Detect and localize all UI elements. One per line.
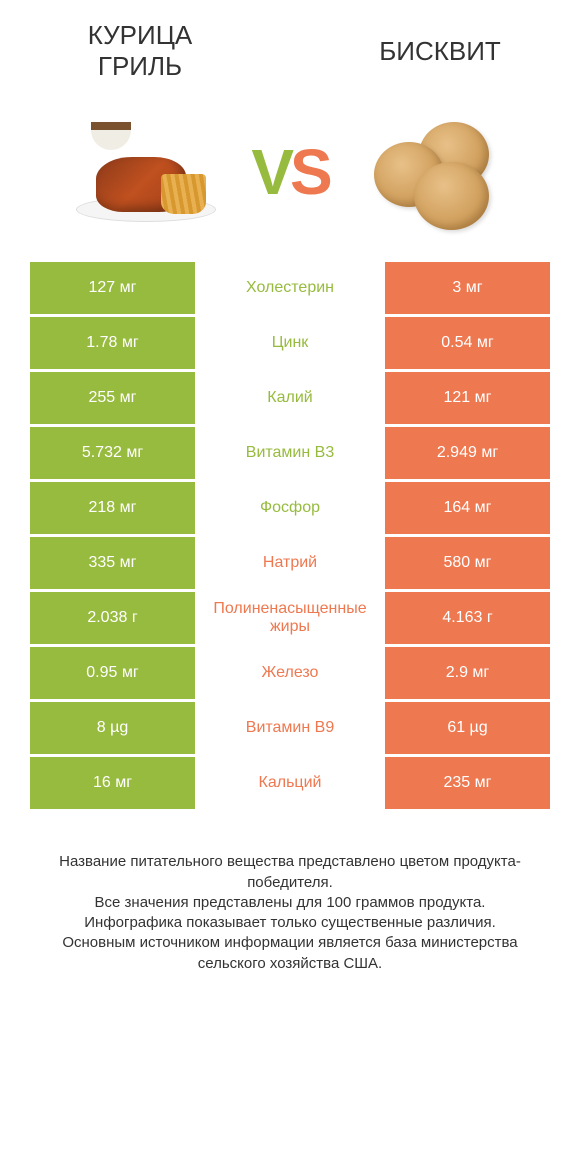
table-row: 2.038 гПолиненасыщенные жиры4.163 г — [30, 592, 550, 644]
right-value-cell: 164 мг — [385, 482, 550, 534]
nutrient-label: Цинк — [195, 317, 385, 369]
left-value-cell: 255 мг — [30, 372, 195, 424]
vs-row: VS — [0, 92, 580, 262]
table-row: 255 мгКалий121 мг — [30, 372, 550, 424]
right-value-cell: 235 мг — [385, 757, 550, 809]
left-value-cell: 8 µg — [30, 702, 195, 754]
vs-s: S — [290, 136, 329, 208]
header-right-title: БИСКВИТ — [340, 20, 540, 82]
nutrient-label: Витамин B9 — [195, 702, 385, 754]
left-value-cell: 0.95 мг — [30, 647, 195, 699]
table-row: 5.732 мгВитамин B32.949 мг — [30, 427, 550, 479]
right-value-cell: 2.9 мг — [385, 647, 550, 699]
nutrient-label: Натрий — [195, 537, 385, 589]
nutrient-label: Калий — [195, 372, 385, 424]
right-value-cell: 580 мг — [385, 537, 550, 589]
footer-notes: Название питательного вещества представл… — [0, 812, 580, 994]
footer-line-3: Инфографика показывает только существенн… — [30, 913, 550, 933]
left-value-cell: 16 мг — [30, 757, 195, 809]
nutrient-label: Кальций — [195, 757, 385, 809]
nutrient-label: Железо — [195, 647, 385, 699]
vs-v: V — [251, 136, 290, 208]
vs-label: VS — [251, 135, 328, 209]
footer-line-1: Название питательного вещества представл… — [30, 852, 550, 893]
left-value-cell: 127 мг — [30, 262, 195, 314]
left-value-cell: 5.732 мг — [30, 427, 195, 479]
left-value-cell: 1.78 мг — [30, 317, 195, 369]
table-row: 16 мгКальций235 мг — [30, 757, 550, 809]
footer-line-2: Все значения представлены для 100 граммо… — [30, 893, 550, 913]
table-row: 218 мгФосфор164 мг — [30, 482, 550, 534]
nutrient-label: Витамин B3 — [195, 427, 385, 479]
nutrient-label: Фосфор — [195, 482, 385, 534]
right-value-cell: 2.949 мг — [385, 427, 550, 479]
header: КУРИЦА ГРИЛЬ БИСКВИТ — [0, 0, 580, 92]
table-row: 1.78 мгЦинк0.54 мг — [30, 317, 550, 369]
left-product-title: КУРИЦА ГРИЛЬ — [40, 20, 240, 82]
comparison-table: 127 мгХолестерин3 мг1.78 мгЦинк0.54 мг25… — [0, 262, 580, 809]
right-value-cell: 0.54 мг — [385, 317, 550, 369]
table-row: 0.95 мгЖелезо2.9 мг — [30, 647, 550, 699]
right-value-cell: 4.163 г — [385, 592, 550, 644]
nutrient-label: Холестерин — [195, 262, 385, 314]
left-value-cell: 2.038 г — [30, 592, 195, 644]
right-value-cell: 61 µg — [385, 702, 550, 754]
right-value-cell: 121 мг — [385, 372, 550, 424]
table-row: 335 мгНатрий580 мг — [30, 537, 550, 589]
footer-line-4: Основным источником информации является … — [30, 933, 550, 974]
right-value-cell: 3 мг — [385, 262, 550, 314]
left-value-cell: 335 мг — [30, 537, 195, 589]
table-row: 8 µgВитамин B961 µg — [30, 702, 550, 754]
right-product-title: БИСКВИТ — [379, 36, 501, 67]
left-food-image — [71, 112, 221, 232]
nutrient-label: Полиненасыщенные жиры — [195, 592, 385, 644]
left-value-cell: 218 мг — [30, 482, 195, 534]
biscuit-illustration — [364, 117, 504, 227]
table-row: 127 мгХолестерин3 мг — [30, 262, 550, 314]
header-left-title: КУРИЦА ГРИЛЬ — [40, 20, 240, 82]
chicken-illustration — [76, 122, 216, 222]
right-food-image — [359, 112, 509, 232]
